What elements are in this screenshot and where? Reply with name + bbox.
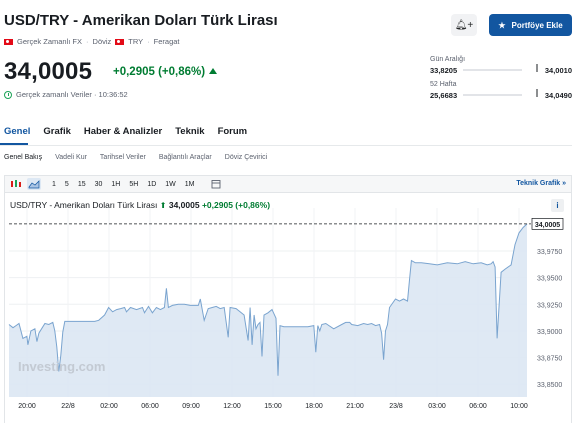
tab-forum[interactable]: Forum	[217, 126, 248, 137]
sub-tabs: Genel Bakış Vadeli Kur Tarihsel Veriler …	[4, 154, 267, 161]
subtab-baglantili-araclar[interactable]: Bağlantılı Araçlar	[158, 154, 212, 161]
period-30min[interactable]: 30	[94, 180, 103, 188]
last-price-label: 34,0005	[535, 222, 560, 229]
meta-separator: ·	[147, 37, 150, 46]
y-tick-label: 33,8750	[537, 356, 562, 363]
clock-icon	[4, 90, 12, 99]
day-range: Gün Aralığı 33,8205 34,0010	[430, 56, 572, 75]
price-line	[8, 223, 528, 376]
price-change-value: +0,2905 (+0,86%)	[113, 66, 206, 78]
period-5h[interactable]: 5H	[129, 180, 139, 188]
tab-genel[interactable]: Genel	[4, 126, 31, 137]
tab-grafik[interactable]: Grafik	[43, 126, 71, 137]
chart-header: USD/TRY - Amerikan Doları Türk Lirası ⬆ …	[10, 200, 270, 210]
create-alert-button[interactable]: 🔔︎+	[451, 14, 477, 36]
meta-separator: ·	[86, 37, 89, 46]
price-area	[9, 223, 527, 397]
x-tick-label: 23/8	[389, 403, 403, 410]
period-1min[interactable]: 1	[52, 180, 56, 188]
tab-haber-analizler[interactable]: Haber & Analizler	[83, 126, 163, 137]
period-1d[interactable]: 1D	[147, 180, 157, 188]
chart-header-change: +0,2905	[201, 200, 233, 210]
x-tick-label: 06:00	[141, 403, 159, 410]
candlestick-icon[interactable]	[9, 178, 23, 190]
period-5min[interactable]: 5	[64, 180, 69, 188]
chart-instrument-name: USD/TRY - Amerikan Doları Türk Lirası	[10, 200, 158, 210]
y-tick-label: 33,9000	[537, 329, 562, 336]
realtime-label: Gerçek zamanlı Veriler · 10:36:52	[16, 90, 128, 99]
subtab-genel-bakis[interactable]: Genel Bakış	[4, 154, 43, 161]
week52-range: 52 Hafta 25,6683 34,0490	[430, 81, 572, 100]
chart-up-arrow-icon: ⬆	[159, 201, 167, 210]
tabs-divider	[0, 145, 572, 146]
x-tick-label: 10:00	[510, 403, 528, 410]
y-tick-label: 33,9250	[537, 302, 562, 309]
meta-currency[interactable]: TRY	[128, 37, 144, 46]
page-title: USD/TRY - Amerikan Doları Türk Lirası	[4, 12, 278, 29]
candlestick-glyph	[11, 180, 21, 187]
x-tick-label: 20:00	[18, 403, 36, 410]
day-range-label: Gün Aralığı	[430, 56, 466, 63]
area-glyph	[28, 180, 40, 189]
price-change: +0,2905 (+0,86%)	[113, 66, 218, 78]
subtab-tarihsel-veriler[interactable]: Tarihsel Veriler	[99, 154, 146, 161]
day-high: 34,0010	[544, 66, 572, 75]
subtab-doviz-cevirici[interactable]: Döviz Çevirici	[224, 154, 268, 161]
period-1m[interactable]: 1M	[184, 180, 195, 188]
x-tick-label: 06:00	[469, 403, 487, 410]
chart-header-change-pct: (+0,86%)	[235, 200, 271, 210]
current-price: 34,0005	[4, 58, 93, 85]
y-tick-label: 33,9500	[537, 276, 562, 283]
day-low: 33,8205	[430, 66, 458, 75]
area-chart-icon[interactable]	[27, 178, 41, 190]
chart-toolbar: 1 5 15 30 1H 5H 1D 1W 1M Teknik Grafik »	[5, 176, 571, 193]
bell-plus-icon: 🔔︎+	[454, 19, 474, 31]
subtab-vadeli-kur[interactable]: Vadeli Kur	[55, 154, 87, 161]
last-price-tag	[531, 218, 564, 230]
week52-low: 25,6683	[430, 91, 458, 100]
x-tick-label: 09:00	[182, 403, 200, 410]
instrument-meta: Gerçek Zamanlı FX · Döviz TRY · Feragat	[4, 37, 180, 46]
tab-teknik[interactable]: Teknik	[175, 126, 205, 137]
realtime-status: Gerçek zamanlı Veriler · 10:36:52	[4, 90, 128, 99]
y-tick-label: 33,9750	[537, 249, 562, 256]
x-tick-label: 18:00	[305, 403, 323, 410]
y-tick-label: 33,8500	[537, 382, 562, 389]
x-tick-label: 21:00	[346, 403, 364, 410]
active-tab-indicator	[0, 143, 28, 145]
investing-watermark: Investing.com	[18, 359, 105, 374]
up-arrow-icon	[209, 68, 218, 74]
star-icon: ★	[498, 20, 506, 30]
main-tabs: Genel Grafik Haber & Analizler Teknik Fo…	[4, 126, 247, 137]
week52-range-label: 52 Hafta	[430, 81, 457, 88]
x-tick-label: 15:00	[264, 403, 282, 410]
add-to-portfolio-button[interactable]: ★ Portföye Ekle	[489, 14, 572, 36]
period-15min[interactable]: 15	[77, 180, 86, 188]
week52-high: 34,0490	[544, 91, 572, 100]
period-1w[interactable]: 1W	[165, 180, 176, 188]
calendar-icon[interactable]	[209, 178, 223, 190]
info-icon[interactable]: i	[551, 199, 564, 212]
calendar-glyph	[211, 180, 220, 189]
x-tick-label: 22/8	[61, 403, 75, 410]
x-tick-label: 12:00	[223, 403, 241, 410]
meta-type: Döviz	[92, 37, 112, 46]
chart-header-price: 34,0005	[168, 200, 200, 210]
turkey-flag-icon	[4, 38, 13, 45]
meta-disclaimer[interactable]: Feragat	[153, 37, 180, 46]
x-tick-label: 02:00	[100, 403, 118, 410]
technical-chart-link[interactable]: Teknik Grafik »	[516, 180, 566, 187]
period-1h[interactable]: 1H	[111, 180, 121, 188]
portfolio-button-label: Portföye Ekle	[511, 20, 563, 30]
currency-flag-icon	[115, 38, 125, 45]
x-tick-label: 03:00	[428, 403, 446, 410]
chart-panel: 1 5 15 30 1H 5H 1D 1W 1M Teknik Grafik »…	[4, 175, 572, 423]
meta-realtime: Gerçek Zamanlı FX	[17, 37, 83, 46]
